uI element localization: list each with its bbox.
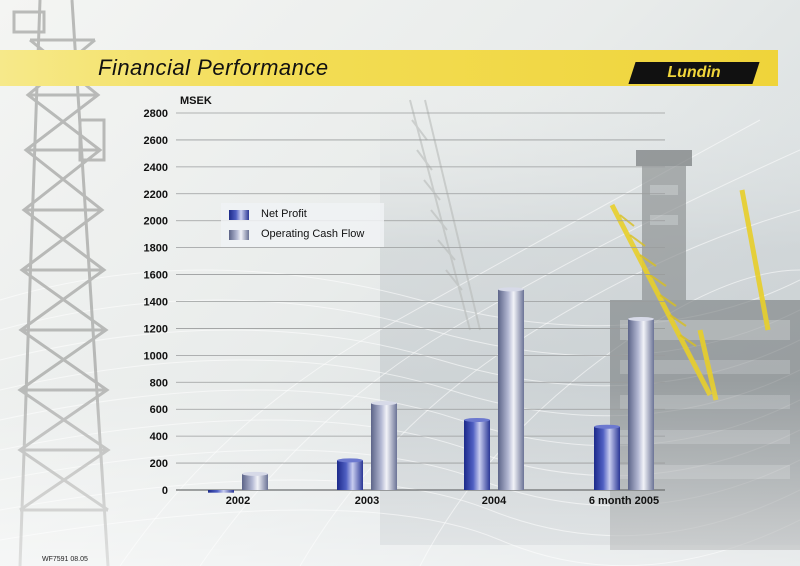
y-tick-label: 1800 [144,243,168,255]
bar-operating-cash-flow-2002 [242,473,268,490]
y-unit-label: MSEK [180,95,212,107]
bar-net-profit-2004 [464,419,490,490]
bar-operating-cash-flow-2004 [498,289,524,490]
bar-cap [242,471,268,476]
x-category-label: 6 month 2005 [589,495,659,507]
bar-cap [371,401,397,406]
legend-label-operating-cash-flow: Operating Cash Flow [261,228,365,240]
document-code: WF7591 08.05 [42,556,88,563]
bar-net-profit-6-month-2005 [594,426,620,490]
y-axis-ticks: 0 200 400 600 800 1000 1200 1400 1600 1800 2000 220… [144,108,168,497]
y-tick-label: 2400 [144,162,168,174]
y-tick-label: 200 [150,458,168,470]
operating-cash-flow-swatch [229,230,249,240]
y-tick-label: 2600 [144,135,168,147]
bar-cap [594,424,620,429]
bar-net-profit-2002 [208,490,234,493]
bar-cap [628,317,654,322]
bar-cap [464,417,490,422]
legend: Net Profit Operating Cash Flow [221,203,384,247]
y-tick-label: 400 [150,431,168,443]
bar-operating-cash-flow-2003 [371,403,397,490]
bar-cap [498,287,524,292]
legend-label-net-profit: Net Profit [261,208,307,220]
y-tick-label: 1400 [144,297,168,309]
x-category-label: 2002 [226,495,250,507]
y-tick-label: 0 [162,485,168,497]
bars [208,287,654,493]
x-category-label: 2003 [355,495,379,507]
x-axis-labels: 2002 2003 2004 6 month 2005 [226,495,659,507]
net-profit-swatch [229,210,249,220]
y-tick-label: 1600 [144,270,168,282]
y-tick-label: 1200 [144,323,168,335]
gridlines [176,112,665,491]
bar-cap [337,458,363,463]
x-category-label: 2004 [482,495,507,507]
y-tick-label: 2200 [144,189,168,201]
y-tick-label: 800 [150,377,168,389]
y-tick-label: 2800 [144,108,168,120]
bar-net-profit-2003 [337,460,363,490]
page-title: Financial Performance [98,55,329,80]
y-tick-label: 2000 [144,216,168,228]
y-tick-label: 1000 [144,350,168,362]
bar-operating-cash-flow-6-month-2005 [628,319,654,490]
y-tick-label: 600 [150,404,168,416]
